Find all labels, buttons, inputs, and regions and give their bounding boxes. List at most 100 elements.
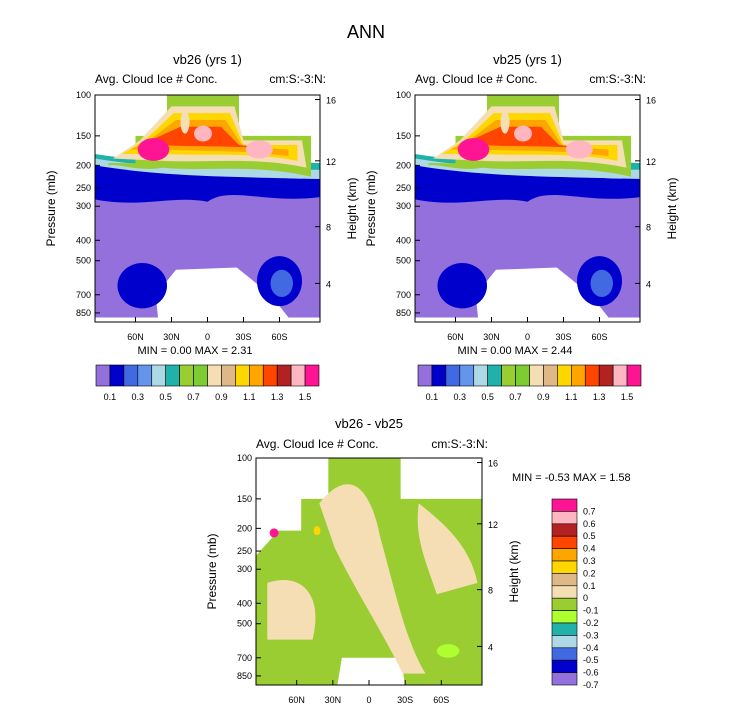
- colorbar-swatch: [459, 364, 475, 387]
- colorbar-swatch: [249, 364, 264, 387]
- colorbar-swatch: [235, 364, 250, 387]
- pressure-tick-label: 850: [237, 671, 252, 681]
- colorbar-swatch: [551, 635, 578, 649]
- pressure-tick-label: 200: [237, 523, 252, 533]
- field-max-eq-mark: [194, 125, 212, 142]
- colorbar-swatch: [304, 364, 320, 387]
- colorbar-swatch: [165, 364, 180, 387]
- colorbar-swatch: [123, 364, 139, 387]
- colorbar-label: 0.3: [454, 392, 467, 402]
- lat-tick-label: 60S: [271, 332, 287, 342]
- colorbar-swatch: [487, 364, 502, 387]
- colorbar-label: 0.6: [583, 519, 596, 529]
- lat-tick-label: 30S: [235, 332, 251, 342]
- colorbar-swatch: [529, 364, 544, 387]
- colorbar-swatch: [417, 364, 433, 387]
- pressure-tick-label: 500: [76, 256, 91, 266]
- height-tick-label: 8: [646, 223, 651, 233]
- stats-max-value: 2.44: [548, 345, 572, 357]
- pressure-tick-label: 100: [396, 90, 411, 100]
- colorbar-swatch: [551, 585, 578, 599]
- colorbar-label: 0.3: [583, 556, 596, 566]
- chart-subtitle-right: cm:S:-3:N:: [431, 437, 488, 451]
- stats-max-label: MAX =: [570, 472, 606, 484]
- stats-min-value: 0.00: [167, 345, 191, 357]
- pressure-tick-label: 250: [396, 183, 411, 193]
- chart-panel: vb25 (yrs 1) Avg. Cloud Ice # Conc. cm:S:-…: [364, 52, 679, 402]
- field-blue-band-mark: [95, 163, 320, 203]
- chart-title: vb26 (yrs 1): [173, 52, 242, 67]
- field-streak-mark: [500, 110, 510, 134]
- pressure-tick-label: 100: [237, 453, 252, 463]
- pressure-tick-label: 400: [76, 235, 91, 245]
- colorbar-swatch: [551, 622, 578, 636]
- lat-tick-label: 30N: [325, 695, 342, 705]
- colorbar-swatch: [557, 364, 572, 387]
- y-axis-title: Pressure (mb): [44, 170, 58, 246]
- colorbar-label: 0.2: [583, 568, 596, 578]
- field-max-nh-mark: [457, 138, 490, 161]
- colorbar-label: 0.1: [104, 392, 117, 402]
- field-blob-sh-core-mark: [590, 269, 613, 298]
- colorbar-label: 1.5: [299, 392, 312, 402]
- colorbar-swatch: [551, 573, 578, 587]
- pressure-tick-label: 850: [396, 308, 411, 318]
- colorbar-label: 1.1: [565, 392, 578, 402]
- chart-panel: vb26 - vb25 Avg. Cloud Ice # Conc. cm:S:-3…: [205, 416, 631, 705]
- field-max-sh-mark: [245, 140, 273, 159]
- colorbar-label: -0.3: [583, 630, 599, 640]
- colorbar-swatch: [501, 364, 516, 387]
- lat-tick-label: 0: [205, 332, 210, 342]
- lat-tick-label: 60S: [591, 332, 607, 342]
- colorbar-swatch: [151, 364, 166, 387]
- colorbar-swatch: [276, 364, 292, 387]
- colorbar-swatch: [137, 364, 153, 387]
- pressure-tick-label: 700: [76, 290, 91, 300]
- field-streak-mark: [180, 110, 190, 134]
- diff-light-green-mark: [436, 644, 460, 658]
- colorbar-label: 0.7: [509, 392, 522, 402]
- stats-text: MIN = 0.00 MAX = 2.31: [138, 345, 253, 357]
- diff-neutral-nh-mark: [267, 579, 316, 640]
- colorbar-label: -0.2: [583, 618, 599, 628]
- pressure-tick-label: 150: [237, 494, 252, 504]
- chart-subtitle-right: cm:S:-3:N:: [589, 72, 646, 86]
- height-tick-label: 12: [326, 157, 336, 167]
- colorbar-label: 0.9: [537, 392, 550, 402]
- pressure-tick-label: 300: [237, 564, 252, 574]
- colorbar-swatch: [431, 364, 447, 387]
- colorbar-swatch: [551, 498, 578, 512]
- colorbar-label: 0.1: [583, 581, 596, 591]
- chart-subtitle-right: cm:S:-3:N:: [269, 72, 326, 86]
- colorbar-label: -0.5: [583, 655, 599, 665]
- chart-title: vb26 - vb25: [335, 416, 403, 431]
- chart-subtitle-left: Avg. Cloud Ice # Conc.: [256, 437, 379, 451]
- colorbar-swatch: [626, 364, 642, 387]
- colorbar-label: 0.5: [481, 392, 494, 402]
- colorbar-swatch: [207, 364, 222, 387]
- chart-title: vb25 (yrs 1): [493, 52, 562, 67]
- colorbar-label: 1.3: [593, 392, 606, 402]
- colorbar-swatch: [551, 597, 578, 611]
- field-max-nh-mark: [137, 138, 170, 161]
- colorbar-swatch: [290, 364, 306, 387]
- chart-subtitle-left: Avg. Cloud Ice # Conc.: [95, 72, 218, 86]
- pressure-tick-label: 300: [396, 201, 411, 211]
- colorbar-swatch: [551, 511, 578, 525]
- colorbar-label: 0.7: [583, 506, 596, 516]
- pressure-tick-label: 500: [237, 619, 252, 629]
- pressure-tick-label: 150: [396, 131, 411, 141]
- pressure-tick-label: 250: [76, 183, 91, 193]
- pressure-tick-label: 700: [396, 290, 411, 300]
- page-title: ANN: [347, 22, 385, 42]
- colorbar-swatch: [109, 364, 125, 387]
- colorbar-label: 0.9: [215, 392, 228, 402]
- lat-tick-label: 30S: [397, 695, 413, 705]
- lat-tick-label: 30N: [483, 332, 500, 342]
- lat-tick-label: 60N: [127, 332, 144, 342]
- pressure-tick-label: 500: [396, 256, 411, 266]
- colorbar-swatch: [515, 364, 530, 387]
- colorbar-swatch: [551, 560, 578, 574]
- colorbar-label: 0.4: [583, 544, 596, 554]
- pressure-tick-label: 300: [76, 201, 91, 211]
